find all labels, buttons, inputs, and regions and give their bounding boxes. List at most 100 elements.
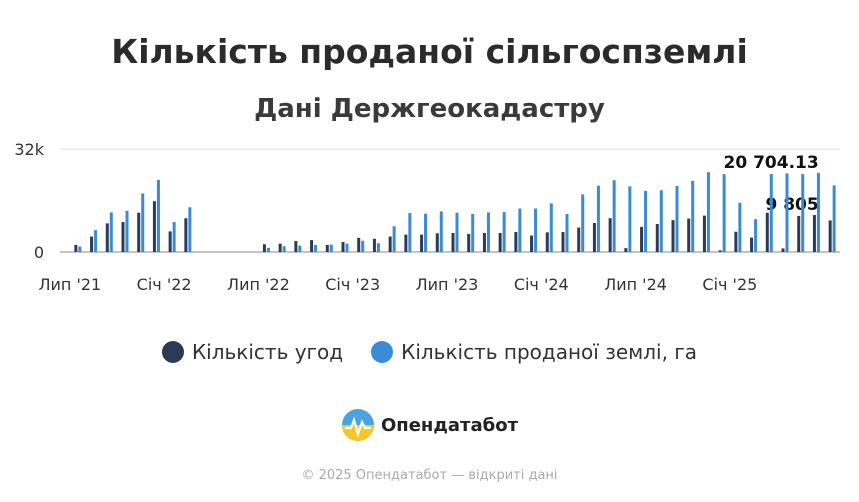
bar-deals[interactable] [734, 231, 738, 252]
bar-deals[interactable] [262, 244, 266, 252]
bar-deals[interactable] [797, 215, 801, 252]
bar-deals[interactable] [765, 212, 769, 252]
bar-land[interactable] [298, 245, 302, 252]
legend-item-deals[interactable]: Кількість угод [161, 340, 343, 364]
bar-land[interactable] [141, 193, 145, 252]
bar-land[interactable] [502, 212, 506, 252]
bar-land[interactable] [314, 244, 318, 252]
bar-deals[interactable] [482, 233, 486, 252]
bar-deals[interactable] [388, 236, 392, 252]
bar-land[interactable] [392, 226, 396, 252]
bar-deals[interactable] [702, 215, 706, 252]
bar-land[interactable] [816, 172, 820, 252]
bar-deals[interactable] [420, 234, 424, 252]
bar-land[interactable] [534, 208, 538, 252]
bar-land[interactable] [722, 174, 726, 252]
bar-land[interactable] [125, 210, 129, 252]
bar-land[interactable] [832, 185, 836, 252]
legend-item-land[interactable]: Кількість проданої землі, га [371, 340, 697, 364]
bar-land[interactable] [94, 230, 98, 252]
bar-land[interactable] [109, 212, 113, 252]
bar-land[interactable] [345, 243, 349, 252]
bar-land[interactable] [675, 186, 679, 252]
bar-land[interactable] [172, 222, 176, 252]
bar-deals[interactable] [718, 250, 722, 252]
bar-land[interactable] [188, 207, 192, 252]
bar-deals[interactable] [781, 248, 785, 252]
bar-land[interactable] [785, 173, 789, 252]
bar-deals[interactable] [278, 243, 282, 252]
bar-deals[interactable] [137, 212, 141, 252]
bar-deals[interactable] [372, 238, 376, 252]
bar-land[interactable] [329, 244, 333, 252]
bar-land[interactable] [266, 247, 270, 252]
bar-deals[interactable] [90, 236, 94, 252]
x-tick-label: Лип '21 [38, 275, 101, 294]
bar-deals[interactable] [624, 248, 628, 252]
bar-deals[interactable] [545, 232, 549, 252]
x-tick-label: Лип '22 [227, 275, 290, 294]
brand[interactable]: Опендатабот [0, 408, 859, 442]
bar-land[interactable] [769, 174, 773, 252]
bar-deals[interactable] [655, 223, 659, 252]
bar-land[interactable] [156, 179, 160, 252]
bar-land[interactable] [754, 219, 758, 252]
bar-deals[interactable] [750, 237, 754, 252]
bar-deals[interactable] [530, 235, 534, 252]
bar-deals[interactable] [812, 214, 816, 252]
bar-land[interactable] [549, 203, 553, 252]
bar-deals[interactable] [640, 226, 644, 252]
bar-land[interactable] [581, 194, 585, 252]
bar-chart: 0 32k 9 805 20 704.13 Лип '21 Січ '22 Лип '22 С… [14, 140, 840, 294]
bar-land[interactable] [706, 172, 710, 252]
bar-deals[interactable] [608, 218, 612, 252]
bar-deals[interactable] [828, 220, 832, 252]
bar-land[interactable] [408, 213, 412, 252]
bar-deals[interactable] [671, 220, 675, 252]
bar-deals[interactable] [467, 233, 471, 252]
bar-deals[interactable] [357, 237, 361, 252]
bar-land[interactable] [376, 243, 380, 252]
bar-deals[interactable] [152, 201, 156, 252]
bar-land[interactable] [565, 214, 569, 252]
brand-logo-icon [341, 409, 374, 441]
bar-deals[interactable] [310, 240, 314, 252]
bar-deals[interactable] [687, 218, 691, 252]
bar-land[interactable] [738, 202, 742, 252]
bar-deals[interactable] [451, 233, 455, 252]
bar-deals[interactable] [294, 241, 298, 252]
bar-land[interactable] [471, 214, 475, 252]
bar-deals[interactable] [514, 232, 518, 252]
bar-land[interactable] [612, 180, 616, 252]
bar-deals[interactable] [498, 233, 502, 252]
bar-land[interactable] [644, 190, 648, 252]
bar-land[interactable] [801, 174, 805, 252]
bar-deals[interactable] [404, 234, 408, 252]
bar-land[interactable] [486, 212, 490, 252]
bar-land[interactable] [439, 211, 443, 252]
data-label: 20 704.13 [724, 153, 819, 173]
bar-deals[interactable] [435, 233, 439, 252]
bar-land[interactable] [596, 185, 600, 252]
bar-land[interactable] [282, 246, 286, 252]
bar-deals[interactable] [325, 244, 329, 252]
bar-land[interactable] [424, 213, 428, 252]
bar-land[interactable] [691, 180, 695, 252]
bar-land[interactable] [659, 190, 663, 252]
bar-deals[interactable] [121, 222, 125, 252]
bar-land[interactable] [628, 186, 632, 252]
bar-land[interactable] [518, 208, 522, 252]
bar-land[interactable] [455, 212, 459, 252]
bar-land[interactable] [78, 246, 82, 252]
bar-deals[interactable] [184, 218, 188, 252]
legend: Кількість угод Кількість проданої землі,… [0, 340, 859, 364]
bar-deals[interactable] [592, 223, 596, 252]
bar-deals[interactable] [561, 232, 565, 252]
bar-deals[interactable] [341, 242, 345, 252]
x-tick-label: Січ '25 [702, 275, 757, 294]
bar-deals[interactable] [105, 223, 109, 252]
bar-deals[interactable] [74, 244, 78, 252]
bar-land[interactable] [361, 240, 365, 252]
bar-deals[interactable] [577, 227, 581, 252]
bar-deals[interactable] [168, 231, 172, 252]
